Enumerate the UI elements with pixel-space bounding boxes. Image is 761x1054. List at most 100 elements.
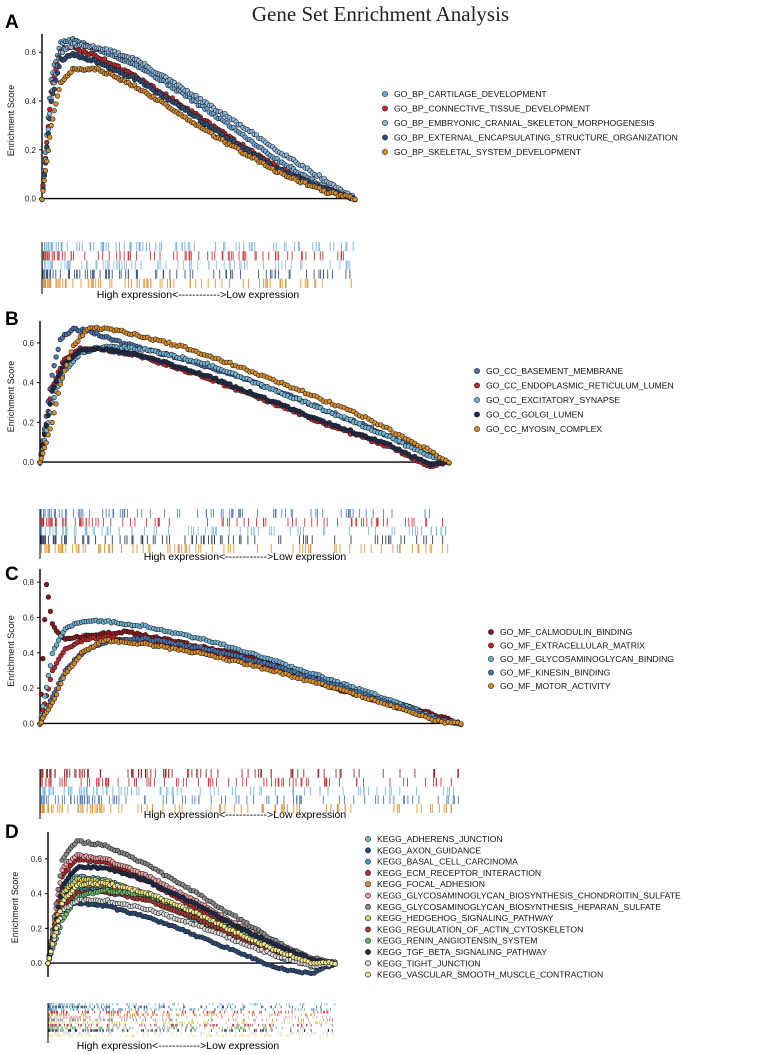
legend-marker bbox=[474, 368, 480, 374]
legend-marker bbox=[365, 903, 371, 910]
data-point bbox=[56, 87, 62, 93]
data-point bbox=[47, 608, 54, 615]
legend-label: KEGG_HEDGEHOG_SIGNALING_PATHWAY bbox=[377, 913, 554, 923]
legend-marker bbox=[365, 836, 371, 842]
data-point bbox=[53, 401, 59, 407]
legend-label: KEGG_RENIN_ANGIOTENSIN_SYSTEM bbox=[377, 936, 537, 946]
legend-label: KEGG_TGF_BETA_SIGNALING_PATHWAY bbox=[377, 947, 547, 957]
data-point bbox=[51, 384, 57, 390]
y-tick-label: 0.4 bbox=[23, 379, 35, 388]
legend-label: GO_CC_BASEMENT_MEMBRANE bbox=[486, 366, 623, 376]
data-point bbox=[195, 114, 201, 120]
legend-label: GO_BP_EXTERNAL_ENCAPSULATING_STRUCTURE_O… bbox=[394, 133, 678, 143]
legend-marker bbox=[365, 858, 371, 865]
data-point bbox=[352, 196, 358, 202]
data-point bbox=[458, 721, 464, 727]
data-point bbox=[53, 101, 59, 107]
data-point bbox=[51, 86, 57, 92]
legend-label: GO_BP_SKELETAL_SYSTEM_DEVELOPMENT bbox=[394, 147, 582, 157]
data-point bbox=[57, 381, 63, 387]
legend-marker bbox=[488, 683, 494, 689]
data-point bbox=[57, 873, 63, 879]
y-axis-label: Enrichment Score bbox=[6, 85, 16, 157]
data-point bbox=[42, 168, 49, 174]
legend-label: GO_MF_CALMODULIN_BINDING bbox=[500, 627, 633, 637]
data-point bbox=[50, 116, 56, 122]
data-point bbox=[55, 904, 61, 910]
data-point bbox=[45, 960, 51, 966]
y-tick-label: 0.0 bbox=[31, 959, 43, 968]
data-point bbox=[45, 147, 51, 154]
data-point bbox=[75, 338, 81, 344]
data-point bbox=[48, 98, 54, 104]
legend-label: KEGG_BASAL_CELL_CARCINOMA bbox=[377, 857, 518, 867]
data-point bbox=[44, 139, 50, 145]
hit-barcode bbox=[39, 509, 449, 553]
data-point bbox=[48, 122, 54, 129]
y-tick-label: 0.2 bbox=[25, 146, 37, 155]
data-point bbox=[68, 349, 74, 355]
data-point bbox=[51, 108, 57, 114]
data-point bbox=[45, 594, 52, 600]
legend-marker bbox=[365, 926, 371, 933]
panel-letter: A bbox=[5, 12, 19, 33]
hit-barcode bbox=[39, 769, 459, 813]
legend-label: GO_BP_CONNECTIVE_TISSUE_DEVELOPMENT bbox=[394, 104, 591, 114]
legend-marker bbox=[488, 656, 494, 662]
series-go-cc-endoplasmic-reticulum-lumen bbox=[37, 345, 452, 470]
legend-marker bbox=[365, 915, 371, 921]
x-axis-caption: High expression<------------>Low express… bbox=[97, 289, 300, 301]
y-tick-label: 0.0 bbox=[23, 458, 35, 467]
data-point bbox=[59, 375, 66, 381]
figure-title: Gene Set Enrichment Analysis bbox=[251, 2, 510, 26]
data-point bbox=[64, 362, 70, 368]
series-go-mf-kinesin-binding bbox=[37, 635, 464, 727]
y-tick-label: 0.2 bbox=[23, 684, 35, 693]
y-tick-label: 0.8 bbox=[23, 578, 35, 587]
y-tick-label: 0.0 bbox=[25, 195, 37, 204]
legend-label: KEGG_REGULATION_OF_ACTIN_CYTOSKELETON bbox=[377, 924, 583, 934]
series-go-bp-skeletal-system-development bbox=[39, 65, 358, 202]
data-point bbox=[49, 419, 55, 426]
legend-label: GO_MF_MOTOR_ACTIVITY bbox=[500, 681, 611, 691]
legend-label: KEGG_ADHERENS_JUNCTION bbox=[377, 834, 503, 844]
series-go-cc-golgi-lumen bbox=[37, 346, 452, 468]
data-point bbox=[50, 91, 56, 97]
legend-marker bbox=[474, 397, 480, 403]
legend-label: KEGG_TIGHT_JUNCTION bbox=[377, 958, 481, 968]
data-point bbox=[45, 412, 51, 419]
data-point bbox=[44, 158, 50, 164]
legend-label: GO_MF_KINESIN_BINDING bbox=[500, 668, 611, 678]
data-point bbox=[47, 426, 53, 432]
data-point bbox=[47, 111, 53, 117]
y-axis-label: Enrichment Score bbox=[6, 361, 16, 433]
data-point bbox=[43, 440, 49, 446]
data-point bbox=[43, 684, 50, 690]
legend-label: KEGG_ECM_RECEPTOR_INTERACTION bbox=[377, 868, 541, 878]
y-tick-label: 0.2 bbox=[23, 418, 35, 427]
data-point bbox=[446, 460, 452, 466]
legend-marker bbox=[382, 134, 388, 141]
legend-label: KEGG_FOCAL_ADHESION bbox=[377, 879, 485, 889]
x-axis-caption: High expression<------------>Low express… bbox=[144, 551, 347, 563]
data-point bbox=[41, 445, 48, 451]
data-point bbox=[47, 134, 53, 140]
legend-label: GO_CC_EXCITATORY_SYNAPSE bbox=[486, 395, 620, 405]
data-point bbox=[76, 654, 82, 660]
legend-marker bbox=[488, 669, 494, 676]
y-axis-label: Enrichment Score bbox=[6, 615, 16, 687]
data-point bbox=[40, 450, 46, 457]
data-point bbox=[47, 663, 54, 669]
data-point bbox=[60, 675, 66, 681]
legend-marker bbox=[474, 382, 480, 389]
data-point bbox=[51, 410, 57, 416]
legend-marker bbox=[365, 949, 371, 955]
data-point bbox=[43, 581, 50, 588]
panel-letter: C bbox=[5, 564, 19, 585]
panel-b: B Enrichment Score 0.0 0.2 0.4 0.6 GO_CC_BASEM… bbox=[5, 309, 674, 563]
panel-c: C Enrichment Score 0.0 0.2 0.4 0.6 0.8 GO_MF_CA… bbox=[5, 564, 674, 821]
legend-marker bbox=[382, 149, 388, 155]
data-point bbox=[42, 693, 48, 699]
data-point bbox=[66, 355, 72, 361]
y-tick-label: 0.4 bbox=[25, 97, 37, 106]
